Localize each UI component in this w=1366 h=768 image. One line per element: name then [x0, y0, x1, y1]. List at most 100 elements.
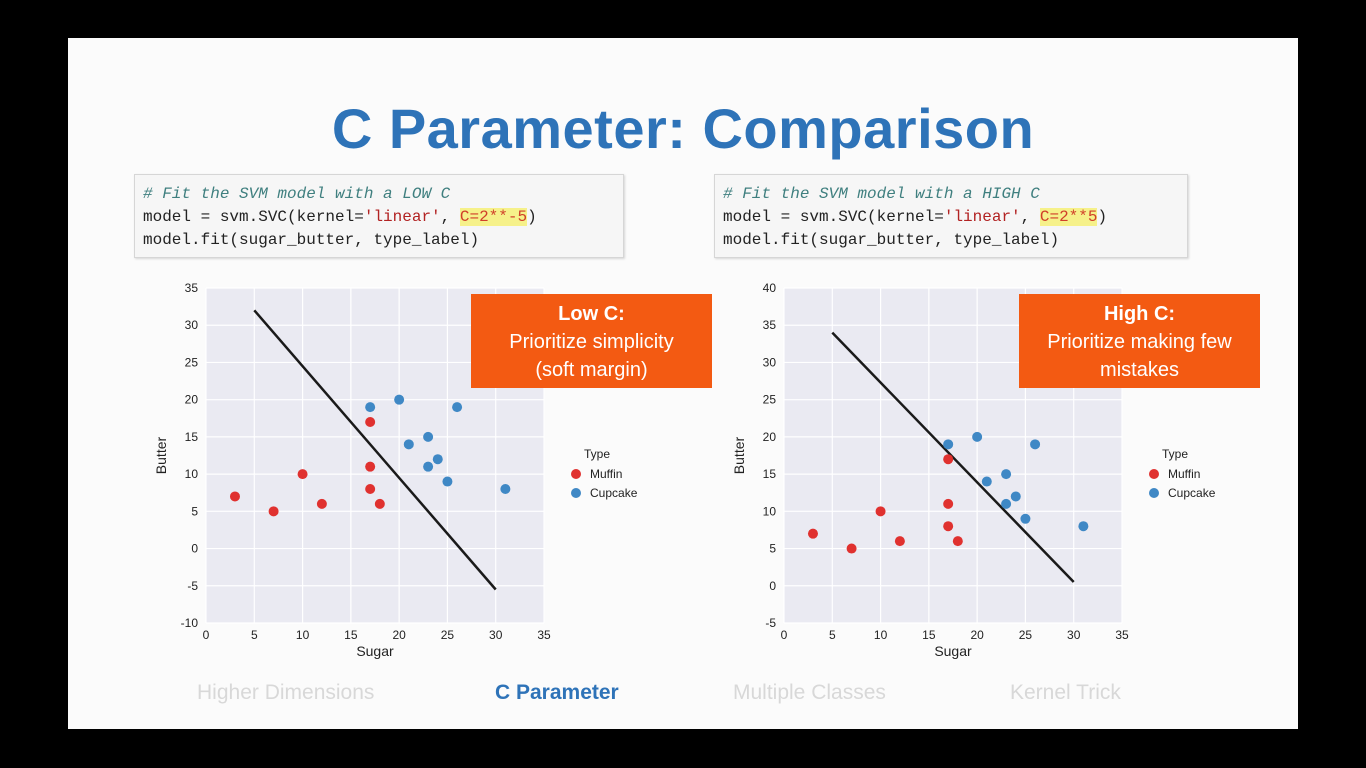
- y-tick-label: 30: [185, 318, 199, 332]
- y-tick-label: 10: [763, 504, 777, 518]
- y-tick-label: 40: [763, 281, 777, 295]
- code-block-high-c: # Fit the SVM model with a HIGH C model …: [714, 174, 1188, 258]
- code-block-low-c: # Fit the SVM model with a LOW C model =…: [134, 174, 624, 258]
- x-tick-label: 0: [781, 628, 788, 642]
- data-point-cupcake: [1001, 498, 1012, 509]
- code-comment: # Fit the SVM model with a HIGH C: [723, 185, 1040, 203]
- page-title: C Parameter: Comparison: [331, 97, 1035, 160]
- legend-marker-cupcake: [571, 488, 581, 498]
- data-point-muffin: [943, 454, 954, 465]
- code-text: model = svm.SVC(kernel=: [143, 208, 364, 226]
- legend-label-cupcake: Cupcake: [1168, 486, 1216, 500]
- bottom-nav: Higher Dimensions C Parameter Multiple C…: [68, 681, 1298, 711]
- x-tick-label: 0: [203, 628, 210, 642]
- callout-heading: Low C:: [558, 303, 625, 325]
- nav-item-kernel-trick[interactable]: Kernel Trick: [1010, 681, 1121, 704]
- data-point-muffin: [297, 469, 308, 480]
- y-tick-label: 10: [185, 467, 199, 481]
- y-tick-label: 20: [185, 393, 199, 407]
- data-point-cupcake: [1030, 439, 1041, 450]
- legend-title: Type: [1162, 447, 1188, 461]
- data-point-cupcake: [1010, 491, 1021, 502]
- code-comment: # Fit the SVM model with a LOW C: [143, 185, 451, 203]
- y-tick-label: 0: [769, 579, 776, 593]
- y-axis-label: Butter: [731, 436, 747, 474]
- data-point-muffin: [374, 498, 385, 509]
- nav-item-multiple-classes[interactable]: Multiple Classes: [733, 681, 886, 704]
- data-point-muffin: [365, 461, 376, 472]
- code-text: model = svm.SVC(kernel=: [723, 208, 944, 226]
- data-point-muffin: [229, 491, 240, 502]
- data-point-cupcake: [452, 402, 463, 413]
- y-tick-label: 15: [763, 467, 777, 481]
- slide: C Parameter: Comparison # Fit the SVM mo…: [68, 38, 1298, 729]
- code-text: ): [527, 208, 537, 226]
- y-axis-label: Butter: [153, 436, 169, 474]
- x-tick-label: 10: [874, 628, 888, 642]
- data-point-muffin: [875, 506, 886, 517]
- decision-boundary-line: [831, 331, 1075, 583]
- y-tick-label: -10: [181, 616, 199, 630]
- data-point-cupcake: [365, 402, 376, 413]
- y-tick-label: 25: [763, 393, 777, 407]
- data-point-cupcake: [423, 461, 434, 472]
- data-point-muffin: [365, 484, 376, 494]
- data-point-muffin: [894, 536, 905, 547]
- callout-text: (soft margin): [535, 359, 648, 381]
- data-point-cupcake: [1020, 513, 1031, 524]
- data-point-cupcake: [981, 476, 992, 487]
- legend-marker-cupcake: [1149, 488, 1159, 498]
- callout-text: Prioritize making few: [1047, 331, 1232, 353]
- x-tick-label: 20: [392, 628, 406, 642]
- x-tick-label: 15: [922, 628, 936, 642]
- legend-label-muffin: Muffin: [1168, 467, 1200, 481]
- x-tick-label: 30: [489, 628, 503, 642]
- nav-item-c-parameter[interactable]: C Parameter: [495, 681, 619, 704]
- x-tick-label: 25: [1019, 628, 1033, 642]
- data-point-muffin: [943, 521, 954, 532]
- y-tick-label: 35: [185, 281, 199, 295]
- code-string: 'linear': [943, 208, 1021, 226]
- y-tick-label: 15: [185, 430, 199, 444]
- y-tick-label: 5: [769, 542, 776, 556]
- decision-boundary-line: [253, 309, 497, 591]
- c-value-highlight: C=2**5: [1039, 208, 1098, 226]
- data-point-cupcake: [432, 454, 443, 465]
- callout-heading: High C:: [1103, 303, 1176, 325]
- x-tick-label: 20: [970, 628, 984, 642]
- data-point-muffin: [807, 528, 818, 539]
- x-tick-label: 15: [344, 628, 358, 642]
- x-tick-label: 35: [537, 628, 551, 642]
- legend-label-cupcake: Cupcake: [590, 486, 638, 500]
- y-tick-label: -5: [187, 579, 198, 593]
- code-text: ,: [440, 208, 460, 226]
- data-point-cupcake: [442, 476, 453, 487]
- legend-title: Type: [584, 447, 610, 461]
- callout-text: mistakes: [1100, 359, 1179, 381]
- data-point-cupcake: [394, 394, 405, 405]
- data-point-cupcake: [500, 484, 511, 494]
- data-point-muffin: [846, 543, 857, 554]
- data-point-muffin: [952, 536, 963, 547]
- x-axis-label: Sugar: [934, 643, 972, 659]
- code-text: ,: [1020, 208, 1040, 226]
- callout-high-c: High C: Prioritize making few mistakes: [1019, 294, 1260, 388]
- data-point-cupcake: [1078, 521, 1089, 532]
- data-point-muffin: [268, 506, 279, 517]
- legend-label-muffin: Muffin: [590, 467, 622, 481]
- x-tick-label: 25: [441, 628, 455, 642]
- y-tick-label: 20: [763, 430, 777, 444]
- code-text: ): [1097, 208, 1108, 226]
- x-tick-label: 30: [1067, 628, 1081, 642]
- x-tick-label: 35: [1115, 628, 1129, 642]
- c-value-highlight: C=2**-5: [459, 208, 528, 226]
- data-point-cupcake: [423, 431, 434, 442]
- y-tick-label: 35: [763, 318, 777, 332]
- y-tick-label: 5: [191, 504, 198, 518]
- data-point-cupcake: [403, 439, 414, 450]
- data-point-cupcake: [1001, 469, 1012, 480]
- code-text: model.fit(sugar_butter, type_label): [723, 231, 1060, 249]
- data-point-cupcake: [943, 439, 954, 450]
- nav-item-higher-dimensions[interactable]: Higher Dimensions: [197, 681, 375, 704]
- callout-low-c: Low C: Prioritize simplicity (soft margi…: [471, 294, 712, 388]
